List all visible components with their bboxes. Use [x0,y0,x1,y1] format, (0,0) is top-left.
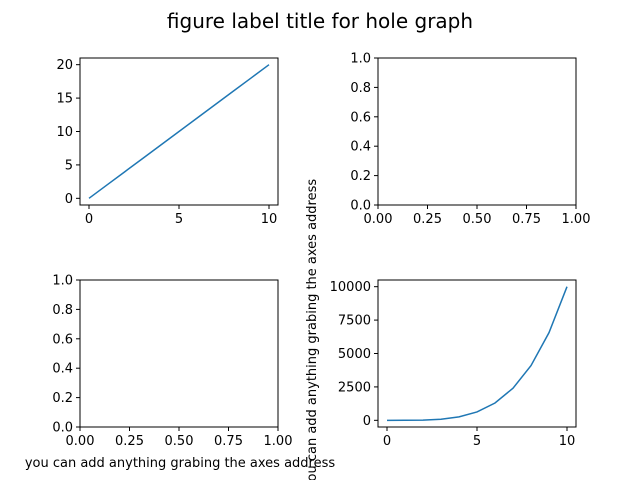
y-axis-label: you can add anything grabing the axes ad… [305,179,320,480]
subplot-bottom-right: 0 5 10 0 2500 5000 7500 10000 you can add anythi… [305,179,577,480]
y-tick-label: 1.0 [350,52,371,67]
y-tick-label: 0.2 [52,391,73,406]
subplot-top-left: 0 5 10 0 5 10 15 20 [56,57,279,227]
axes-frame [377,279,577,428]
y-tick-label: 7500 [338,314,371,329]
axes-frame [79,279,279,428]
y-tick-label: 5 [65,158,73,173]
x-tick-label: 0 [383,434,391,449]
subplot-bottom-left: 0.00 0.25 0.50 0.75 1.00 0.0 0.2 0.4 0.6 0.8 1.0 yo… [25,274,336,472]
x-tick-label: 0.25 [413,212,442,227]
subplot-top-right: 0.00 0.25 0.50 0.75 1.00 0.0 0.2 0.4 0.6 0.8 1.0 [350,52,590,228]
y-tick-label: 0.2 [350,169,371,184]
y-tick-label: 0.0 [52,421,73,436]
x-tick-label: 0.25 [115,434,144,449]
y-tick-label: 0.6 [350,110,371,125]
x-tick-label: 10 [559,434,576,449]
x-tick-label: 0.50 [165,434,194,449]
y-tick-label: 1.0 [52,274,73,289]
axes-frame [377,57,577,206]
y-tick-label: 0.4 [350,140,371,155]
x-tick-label: 0 [85,212,93,227]
y-tick-label: 20 [56,58,73,73]
y-tick-label: 0 [65,192,73,207]
x-tick-label: 0.75 [214,434,243,449]
y-tick-label: 0.8 [52,303,73,318]
x-tick-label: 5 [175,212,183,227]
y-tick-label: 0.4 [52,362,73,377]
figure-suptitle: figure label title for hole graph [167,9,473,33]
y-tick-label: 15 [56,92,73,107]
y-tick-label: 0.6 [52,332,73,347]
y-tick-label: 10 [56,125,73,140]
x-tick-label: 1.00 [264,434,293,449]
y-tick-label: 5000 [338,347,371,362]
x-axis-label: you can add anything grabing the axes ad… [25,456,336,471]
series-line [386,286,568,422]
y-tick-label: 0 [363,414,371,429]
y-tick-label: 0.0 [350,199,371,214]
x-tick-label: 0.00 [66,434,95,449]
x-tick-label: 0.00 [364,212,393,227]
series-line [88,64,270,199]
x-tick-label: 1.00 [562,212,591,227]
y-tick-label: 2500 [338,380,371,395]
y-tick-label: 10000 [330,280,371,295]
x-tick-label: 10 [261,212,278,227]
y-tick-label: 0.8 [350,81,371,96]
x-tick-label: 0.50 [463,212,492,227]
x-tick-label: 0.75 [512,212,541,227]
x-tick-label: 5 [473,434,481,449]
